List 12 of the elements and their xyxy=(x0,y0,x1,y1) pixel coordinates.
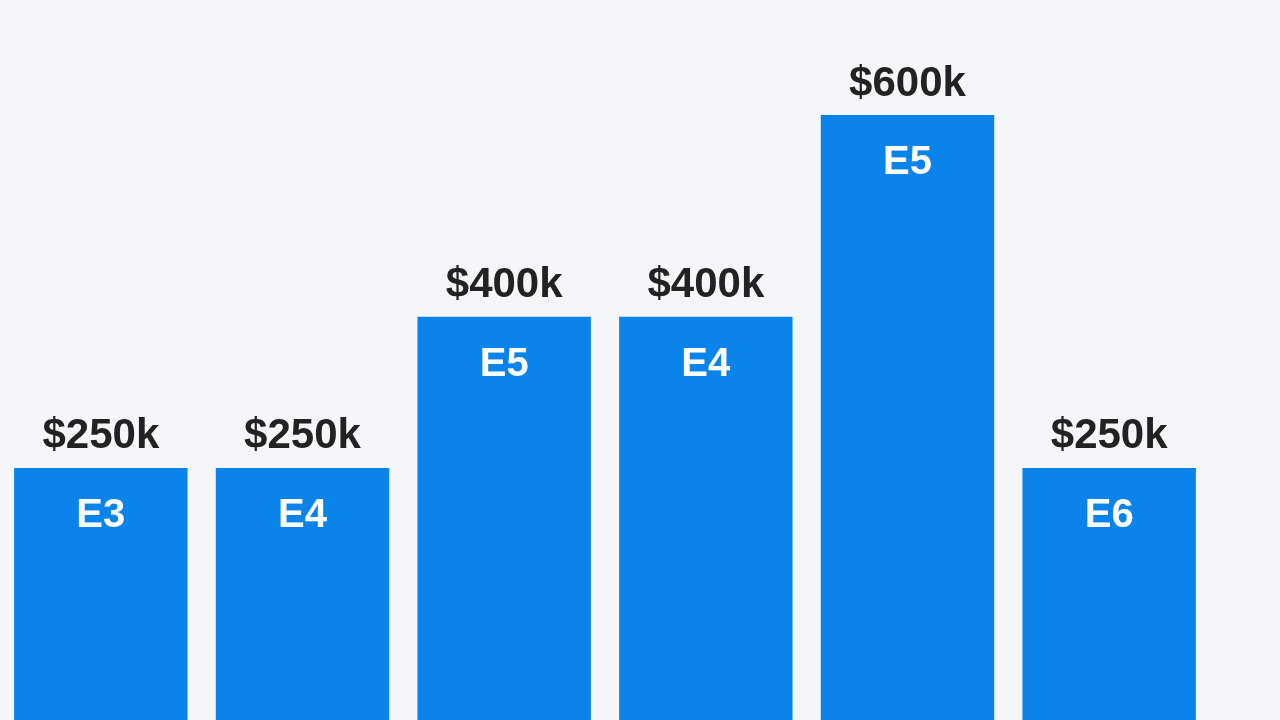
data-label: $600k xyxy=(849,57,967,105)
data-label: $250k xyxy=(42,410,160,458)
data-label: $250k xyxy=(244,410,362,458)
x-tick-label: E3 xyxy=(76,490,126,535)
x-tick-label: E5 xyxy=(883,137,932,182)
data-label: $400k xyxy=(445,259,564,307)
data-label: $250k xyxy=(1050,410,1169,458)
data-label: $400k xyxy=(647,259,765,307)
x-tick-label: E5 xyxy=(479,339,529,384)
x-tick-label: E6 xyxy=(1084,490,1134,535)
x-tick-label: E4 xyxy=(278,490,328,535)
x-tick-label: E4 xyxy=(681,339,732,384)
